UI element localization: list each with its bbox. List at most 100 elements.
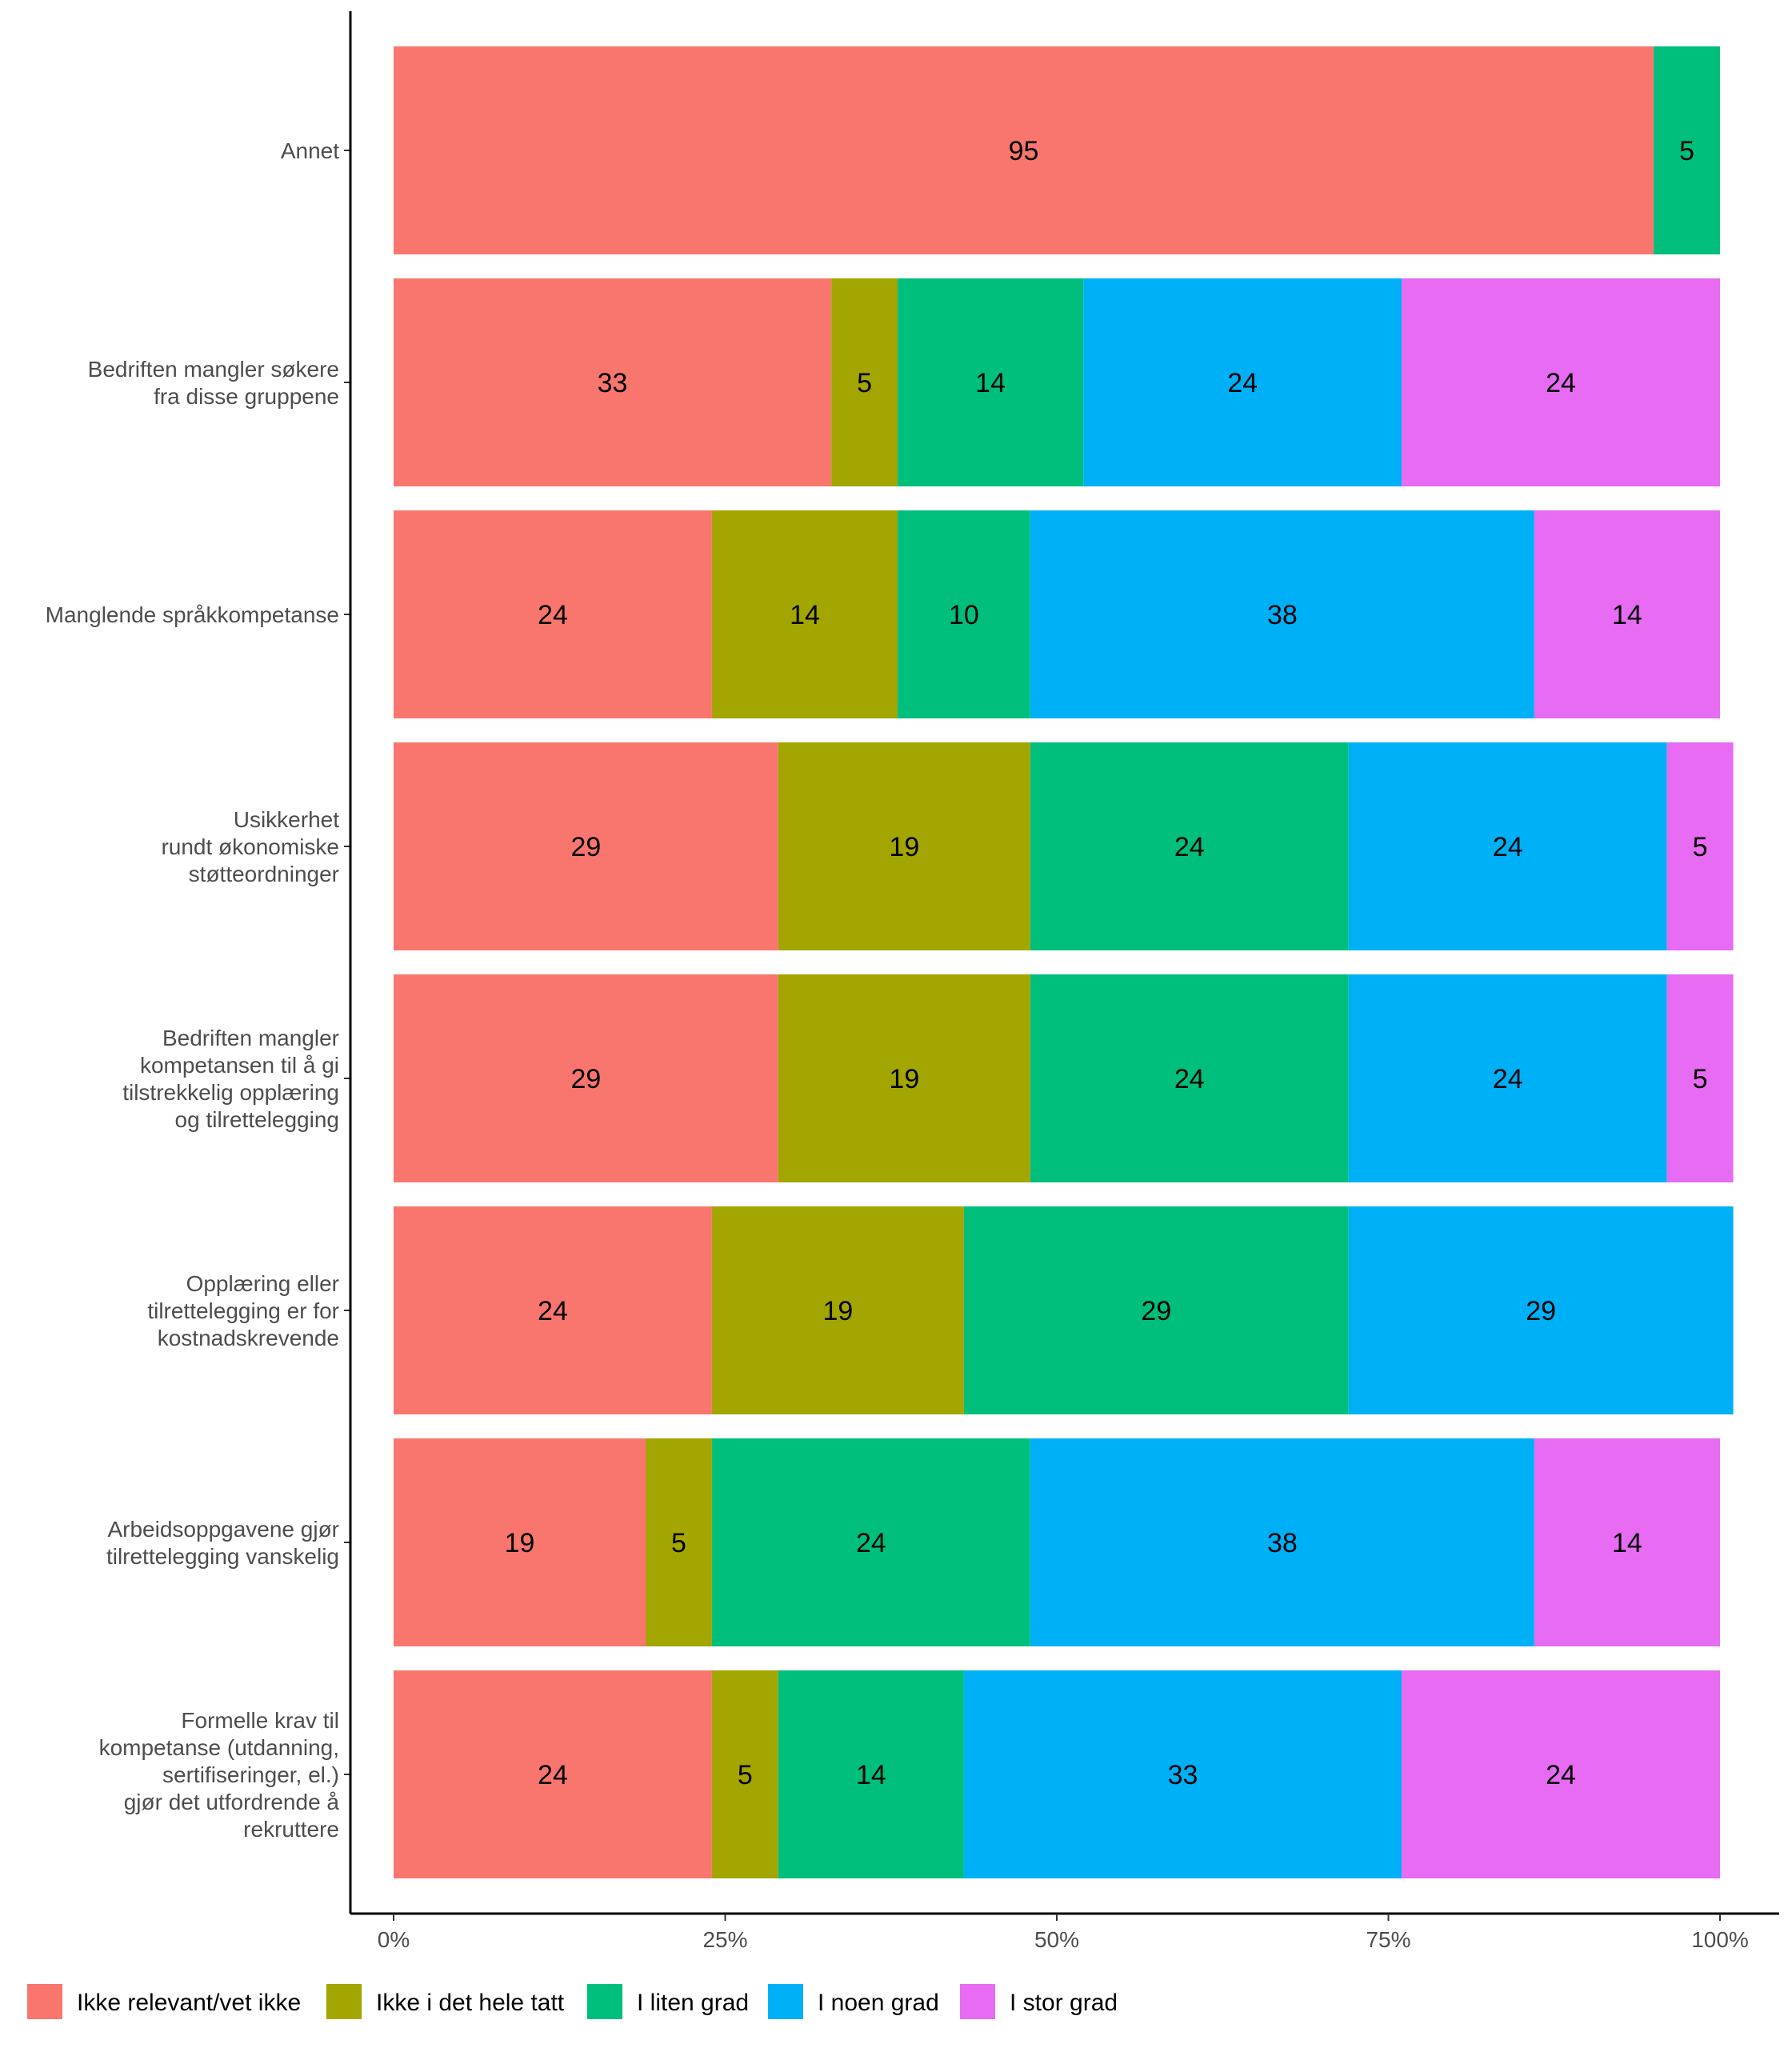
category-label-line: Opplæring eller [186,1271,339,1296]
category-label: Bedriften mangler søkere fra disse gruppe… [88,357,339,409]
bar-value-label: 14 [790,600,820,630]
bar-value-label: 24 [1174,1064,1205,1094]
bar-segment [1083,278,1402,486]
category-label-line: kompetanse (utdanning, [99,1735,339,1760]
bar-segment [711,510,898,718]
legend-swatch [960,1984,995,2019]
category-label: Arbeidsoppgavene gjør tilrettelegging van… [106,1517,339,1569]
bar-segment [1654,46,1720,254]
x-tick-label: 100% [1691,1927,1749,1952]
bar-segment [646,1438,712,1646]
bar-segment [1030,1438,1534,1646]
bar-segment [1534,1438,1720,1646]
x-tick-label: 75% [1366,1927,1410,1952]
bar-segment [394,1670,712,1878]
bar-segment [394,1438,646,1646]
bar-value-label: 24 [1493,832,1523,862]
bar-value-label: 24 [1493,1064,1523,1094]
bar-value-label: 5 [671,1528,686,1558]
bar-segment [394,510,712,718]
bar-value-label: 19 [823,1296,854,1326]
legend-label: I stor grad [1010,1990,1118,2016]
bar-segment [963,1670,1402,1878]
legend-swatch [587,1984,622,2019]
bar-segment [1666,742,1734,950]
bar-value-label: 14 [975,368,1006,398]
bar-value-label: 24 [856,1528,886,1558]
category-label-line: Bedriften mangler søkere [88,357,339,382]
bar-segment [1030,974,1349,1182]
bar-value-label: 24 [1174,832,1205,862]
category-label-line: Annet [281,138,339,163]
bar-segment [1348,1206,1734,1414]
bar-value-label: 19 [505,1528,535,1558]
category-label-line: tilrettelegging er for [147,1298,339,1323]
category-label: Bedriften mangler kompetansen til å gi til… [122,1026,339,1132]
bar-value-label: 24 [538,1296,568,1326]
bar-segment [711,1438,1030,1646]
bar-value-label: 24 [538,600,568,630]
bar-value-label: 33 [598,368,628,398]
category-label-line: Usikkerhet [234,807,339,832]
category-label-line: rekruttere [243,1817,339,1842]
bar-segment [394,974,778,1182]
bar-value-label: 95 [1009,136,1039,166]
bar-value-label: 14 [1612,1528,1642,1558]
bar-value-label: 24 [1546,1760,1576,1790]
legend-label: I liten grad [637,1990,749,2016]
category-label: Formelle krav til kompetanse (utdanning, s… [99,1708,340,1842]
bar-value-label: 5 [1679,136,1694,166]
bar-value-label: 5 [857,368,872,398]
category-label-line: kostnadskrevende [158,1326,339,1350]
category-label: Usikkerhet rundt økonomiske støtteordninge… [161,807,339,886]
bar-value-label: 19 [889,1064,919,1094]
legend-swatch [27,1984,62,2019]
category-label: Annet [281,138,339,163]
category-label-line: støtteordninger [189,862,339,886]
bar-segment [1348,742,1667,950]
bar-value-label: 33 [1168,1760,1198,1790]
bar-value-label: 29 [1526,1296,1556,1326]
bar-value-label: 24 [1227,368,1258,398]
bar-segment [1402,1670,1720,1878]
bar-value-label: 38 [1267,600,1298,630]
bar-segment [394,742,778,950]
bar-value-label: 38 [1267,1528,1298,1558]
bar-value-label: 10 [949,600,979,630]
x-tick-label: 0% [378,1927,410,1952]
bar-segment [1402,278,1720,486]
category-label-line: og tilrettelegging [175,1107,339,1132]
bar-segment [394,46,1654,254]
bar-segment [1666,974,1734,1182]
bar-segment [778,1670,964,1878]
legend-label: I noen grad [818,1990,939,2016]
bar-segment [1348,974,1667,1182]
category-label-line: rundt økonomiske [161,834,339,859]
bar-segment [711,1670,778,1878]
x-axis: 0% 25% 50% 75% 100% [350,1912,1779,1952]
category-label-line: sertifiseringer, el.) [162,1762,339,1787]
y-axis: Annet Bedriften mangler søkere fra disse g… [46,11,352,1914]
x-tick-label: 50% [1034,1927,1079,1952]
legend-label: Ikke relevant/vet ikke [77,1990,301,2016]
bar-value-label: 14 [856,1760,886,1790]
bar-segment [831,278,898,486]
category-label-line: Manglende språkkompetanse [46,602,339,627]
bar-segment [778,742,1030,950]
bar-segment [1030,510,1534,718]
category-label: Opplæring eller tilrettelegging er for kos… [147,1271,339,1350]
legend: Ikke relevant/vet ikke Ikke i det hele ta… [27,1984,1118,2019]
bar-labels-layer: 95 5 33 5 14 24 24 24 14 10 38 14 29 19 24 24 5 29 19 24 24 5… [505,136,1708,1790]
bar-segment [711,1206,964,1414]
legend-swatch [768,1984,803,2019]
bar-value-label: 24 [538,1760,568,1790]
bar-value-label: 24 [1546,368,1576,398]
bar-segment [778,974,1030,1182]
bar-value-label: 5 [1693,1064,1708,1094]
category-label-line: kompetansen til å gi [140,1053,339,1078]
category-label-line: Arbeidsoppgavene gjør [107,1517,339,1542]
category-label-line: fra disse gruppene [154,384,339,409]
bar-segment [1534,510,1720,718]
bar-segment [1030,742,1349,950]
